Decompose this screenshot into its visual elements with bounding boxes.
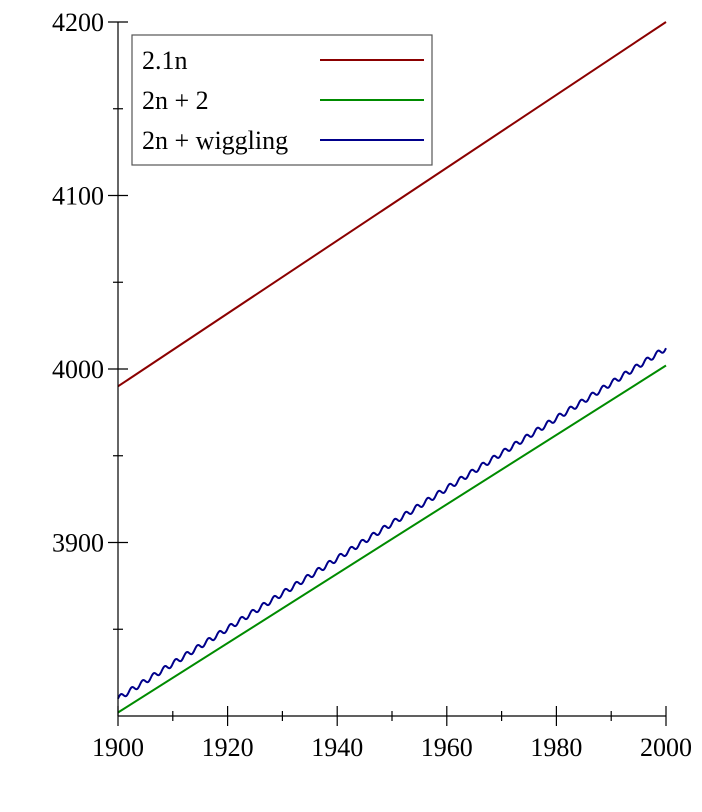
legend-label: 2n + 2 bbox=[142, 86, 209, 115]
axes: 3900 4000 4100 4200 1900 1920 1940 1960 1980 2000 bbox=[52, 8, 692, 762]
y-tick-label: 4000 bbox=[52, 355, 104, 384]
series-line-1 bbox=[117, 21, 667, 388]
legend-label: 2.1n bbox=[142, 46, 188, 75]
x-tick-label: 1980 bbox=[530, 733, 582, 762]
x-tick-label: 1900 bbox=[92, 733, 144, 762]
x-tick-label: 1920 bbox=[202, 733, 254, 762]
x-tick-label: 1940 bbox=[311, 733, 363, 762]
series-line-3 bbox=[117, 347, 667, 700]
y-tick-label: 3900 bbox=[52, 529, 104, 558]
y-tick-label: 4100 bbox=[52, 182, 104, 211]
series-line-2 bbox=[117, 364, 667, 714]
plot-area bbox=[117, 21, 667, 714]
legend: 2.1n 2n + 2 2n + wiggling bbox=[131, 34, 433, 166]
x-tick-label: 2000 bbox=[640, 733, 692, 762]
y-tick-label: 4200 bbox=[52, 8, 104, 37]
legend-label: 2n + wiggling bbox=[142, 126, 288, 155]
x-tick-label: 1960 bbox=[421, 733, 473, 762]
